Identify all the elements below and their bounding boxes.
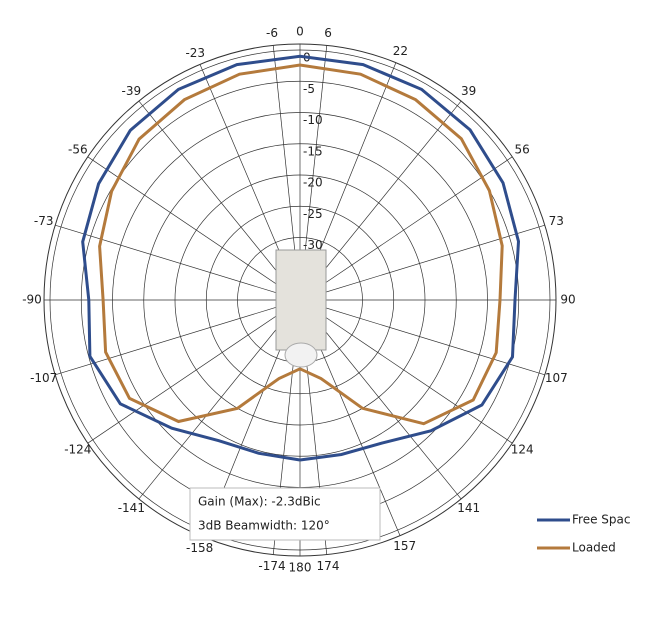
theta-tick-label: -73 — [34, 214, 54, 228]
theta-tick-label: 6 — [324, 26, 332, 40]
grid-spoke — [299, 224, 545, 301]
r-tick-label: -15 — [303, 144, 323, 158]
grid: 0-5-10-15-20-25-300 622395673901071241411… — [22, 25, 575, 575]
theta-tick-label: 0 — [296, 25, 304, 39]
antenna-base — [284, 342, 318, 368]
series-line — [98, 63, 504, 426]
grid-spoke — [87, 156, 301, 301]
antenna — [275, 249, 327, 351]
r-tick-label: -5 — [303, 82, 315, 96]
theta-tick-label: 56 — [515, 143, 530, 157]
theta-tick-label: -124 — [64, 442, 91, 456]
theta-tick-label: -90 — [22, 293, 42, 307]
grid-spoke — [299, 299, 545, 376]
grid-spoke — [299, 100, 462, 301]
grid-spoke — [55, 224, 301, 301]
theta-tick-label: 22 — [393, 44, 408, 58]
grid-spoke — [299, 299, 462, 500]
theta-tick-label: 90 — [560, 293, 575, 307]
theta-tick-label: -158 — [186, 541, 213, 555]
theta-tick-label: 39 — [461, 84, 476, 98]
theta-tick-label: -141 — [118, 501, 145, 515]
grid-spoke — [87, 299, 301, 444]
r-tick-label: -10 — [303, 113, 323, 127]
r-tick-label: -25 — [303, 207, 323, 221]
annotation: 3dB Beamwidth: 120° — [198, 519, 330, 533]
r-tick-label: -30 — [303, 238, 323, 252]
grid-spoke — [138, 299, 301, 500]
theta-tick-label: -107 — [30, 371, 57, 385]
theta-tick-label: -23 — [185, 46, 205, 60]
grid-spoke — [299, 299, 513, 444]
theta-tick-label: 73 — [549, 214, 564, 228]
theta-tick-label: 107 — [545, 371, 568, 385]
grid-spoke — [55, 299, 301, 376]
theta-tick-label: 180 — [289, 561, 312, 575]
legend-label: Loaded — [572, 541, 616, 555]
grid-spoke — [138, 100, 301, 301]
theta-tick-label: 124 — [511, 442, 534, 456]
annotation-box — [189, 487, 381, 541]
theta-tick-label: -39 — [122, 84, 142, 98]
theta-tick-label: 157 — [393, 539, 416, 553]
r-tick-label: -20 — [303, 176, 323, 190]
theta-tick-label: 141 — [457, 501, 480, 515]
theta-tick-label: -56 — [68, 143, 88, 157]
theta-tick-label: 174 — [317, 559, 340, 573]
annotation: Gain (Max): -2.3dBic — [198, 495, 321, 509]
series-line — [81, 54, 521, 462]
theta-tick-label: -6 — [266, 26, 278, 40]
theta-tick-label: -174 — [258, 559, 285, 573]
lines — [81, 54, 521, 462]
legend-label: Free Spac — [572, 513, 630, 527]
legend: Free Spac Loaded — [537, 513, 630, 555]
grid-spoke — [299, 156, 513, 301]
